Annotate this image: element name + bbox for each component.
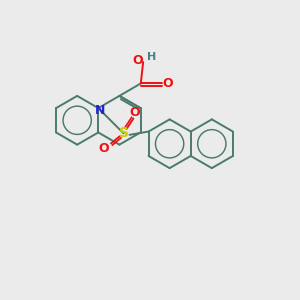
Text: O: O — [130, 106, 140, 119]
Text: O: O — [98, 142, 109, 155]
Text: O: O — [133, 54, 143, 67]
Text: O: O — [162, 77, 173, 90]
Text: H: H — [147, 52, 156, 62]
Text: N: N — [94, 104, 105, 117]
Text: S: S — [118, 126, 129, 140]
